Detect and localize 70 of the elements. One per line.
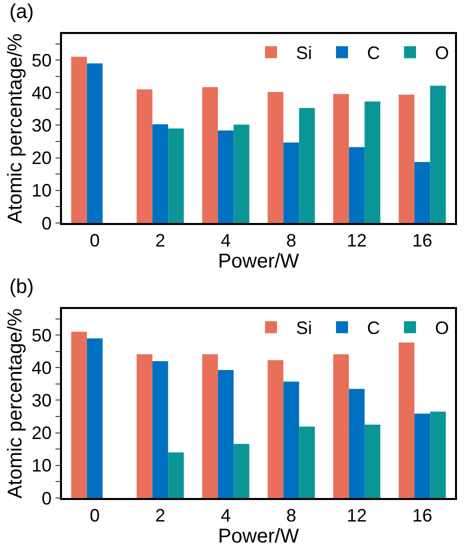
- bar: [268, 92, 284, 223]
- bar: [71, 56, 87, 223]
- y-axis-title: Atomic percentage/%: [4, 33, 27, 224]
- y-tick-label: 30: [32, 116, 52, 136]
- y-tick-label: 40: [32, 358, 52, 378]
- y-tick-label: 10: [32, 456, 52, 476]
- bar: [364, 101, 380, 223]
- bar: [268, 360, 284, 498]
- x-tick-label: 12: [346, 505, 367, 526]
- legend-label: Si: [296, 318, 312, 338]
- chart-title: (a): [9, 1, 34, 24]
- bar: [86, 63, 103, 223]
- x-tick-label: 0: [90, 505, 100, 526]
- y-tick-label: 0: [42, 213, 52, 234]
- bar: [234, 124, 250, 223]
- bar: [136, 89, 152, 223]
- y-tick-label: 0: [42, 488, 52, 508]
- y-axis-title: Atomic percentage/%: [4, 308, 27, 499]
- x-tick-label: 2: [155, 505, 166, 526]
- bar: [348, 388, 365, 498]
- bar: [299, 108, 315, 223]
- bar: [218, 130, 234, 223]
- bar: [398, 94, 414, 223]
- bar: [430, 86, 446, 223]
- bar: [283, 382, 300, 498]
- x-tick-label: 0: [90, 230, 100, 250]
- bar: [218, 370, 234, 498]
- bar: [430, 412, 446, 498]
- bar: [234, 444, 250, 498]
- y-tick-label: 50: [32, 50, 52, 70]
- bar: [364, 424, 380, 498]
- x-tick-label: 16: [412, 505, 432, 526]
- x-tick-label: 2: [155, 230, 166, 250]
- x-tick-label: 8: [286, 505, 296, 526]
- x-tick-label: 4: [220, 505, 231, 526]
- x-axis-title: Power/W: [218, 525, 300, 548]
- bar: [414, 414, 430, 498]
- x-tick-label: 12: [346, 230, 367, 250]
- y-tick-label: 50: [32, 325, 52, 346]
- x-tick-label: 4: [220, 230, 231, 250]
- y-tick-label: 20: [32, 423, 52, 444]
- y-tick-label: 10: [32, 180, 52, 201]
- bar: [168, 452, 184, 498]
- bar: [398, 342, 414, 498]
- bar: [283, 142, 300, 223]
- bar: [333, 94, 349, 223]
- bar: [202, 87, 218, 223]
- legend-label: O: [435, 43, 450, 64]
- bar: [168, 128, 184, 223]
- legend-label: O: [435, 318, 450, 338]
- bar: [86, 338, 103, 498]
- bar: [299, 426, 315, 498]
- x-axis-title: Power/W: [218, 250, 300, 272]
- bar: [71, 332, 87, 498]
- bar: [202, 354, 218, 498]
- y-tick-label: 30: [32, 390, 52, 411]
- chart-title: (b): [9, 276, 34, 298]
- legend-label: C: [367, 43, 380, 64]
- bar: [414, 162, 430, 223]
- x-tick-label: 16: [412, 230, 432, 250]
- x-tick-label: 8: [286, 230, 296, 250]
- legend-label: Si: [296, 43, 312, 64]
- bar: [152, 124, 168, 223]
- y-tick-label: 20: [32, 148, 52, 168]
- y-tick-label: 40: [32, 82, 52, 103]
- bar: [136, 354, 152, 498]
- bar: [348, 147, 365, 223]
- bar: [152, 361, 168, 498]
- legend-label: C: [367, 318, 380, 338]
- bar: [333, 354, 349, 498]
